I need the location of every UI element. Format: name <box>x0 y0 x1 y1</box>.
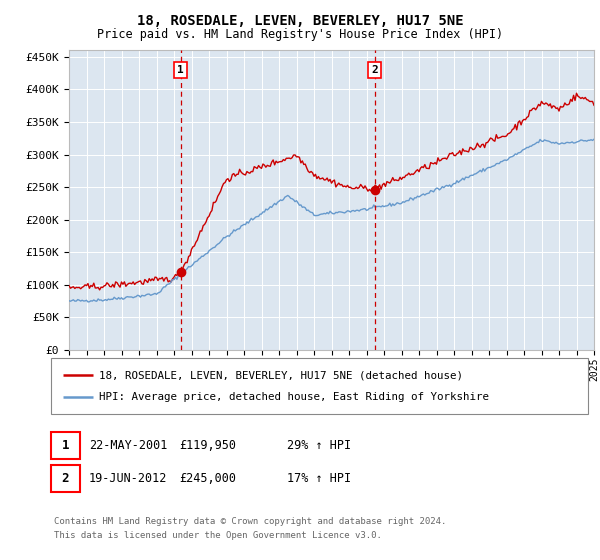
Text: This data is licensed under the Open Government Licence v3.0.: This data is licensed under the Open Gov… <box>54 531 382 540</box>
Text: 19-JUN-2012: 19-JUN-2012 <box>89 472 167 486</box>
Text: Price paid vs. HM Land Registry's House Price Index (HPI): Price paid vs. HM Land Registry's House … <box>97 28 503 41</box>
Text: 18, ROSEDALE, LEVEN, BEVERLEY, HU17 5NE: 18, ROSEDALE, LEVEN, BEVERLEY, HU17 5NE <box>137 14 463 28</box>
Text: £119,950: £119,950 <box>179 438 236 452</box>
Text: 29% ↑ HPI: 29% ↑ HPI <box>287 438 351 452</box>
Text: £245,000: £245,000 <box>179 472 236 486</box>
Text: Contains HM Land Registry data © Crown copyright and database right 2024.: Contains HM Land Registry data © Crown c… <box>54 517 446 526</box>
Text: 1: 1 <box>62 438 69 452</box>
Text: HPI: Average price, detached house, East Riding of Yorkshire: HPI: Average price, detached house, East… <box>99 393 489 403</box>
Text: 2: 2 <box>371 65 378 75</box>
Text: 1: 1 <box>177 65 184 75</box>
Text: 17% ↑ HPI: 17% ↑ HPI <box>287 472 351 486</box>
Text: 18, ROSEDALE, LEVEN, BEVERLEY, HU17 5NE (detached house): 18, ROSEDALE, LEVEN, BEVERLEY, HU17 5NE … <box>99 370 463 380</box>
Text: 22-MAY-2001: 22-MAY-2001 <box>89 438 167 452</box>
Text: 2: 2 <box>62 472 69 486</box>
